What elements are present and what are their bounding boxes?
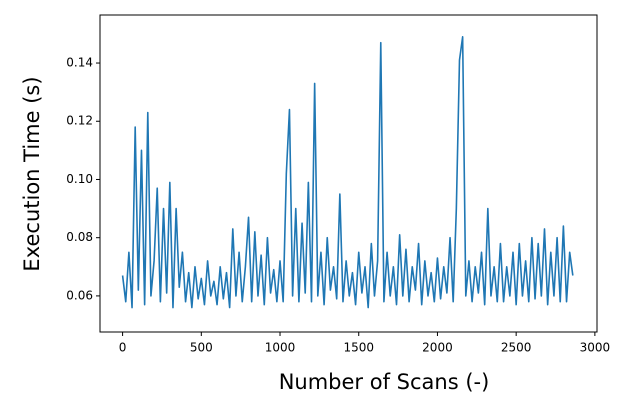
x-tick-label: 500 bbox=[190, 341, 213, 355]
data-line bbox=[121, 36, 574, 309]
y-axis-label: Execution Time (s) bbox=[20, 76, 44, 271]
x-tick-label: 0 bbox=[119, 341, 127, 355]
x-tick-label: 2000 bbox=[422, 341, 453, 355]
y-tick-label: 0.12 bbox=[66, 114, 93, 128]
y-tick-label: 0.06 bbox=[66, 288, 93, 302]
plot-frame bbox=[99, 14, 598, 333]
y-tick-label: 0.14 bbox=[66, 56, 93, 70]
x-tick-label: 2500 bbox=[501, 341, 532, 355]
y-tick-label: 0.10 bbox=[66, 172, 93, 186]
x-tick-label: 3000 bbox=[580, 341, 611, 355]
x-tick-label: 1000 bbox=[265, 341, 296, 355]
x-axis-label: Number of Scans (-) bbox=[279, 370, 490, 394]
x-tick-label: 1500 bbox=[343, 341, 374, 355]
y-tick-label: 0.08 bbox=[66, 230, 93, 244]
